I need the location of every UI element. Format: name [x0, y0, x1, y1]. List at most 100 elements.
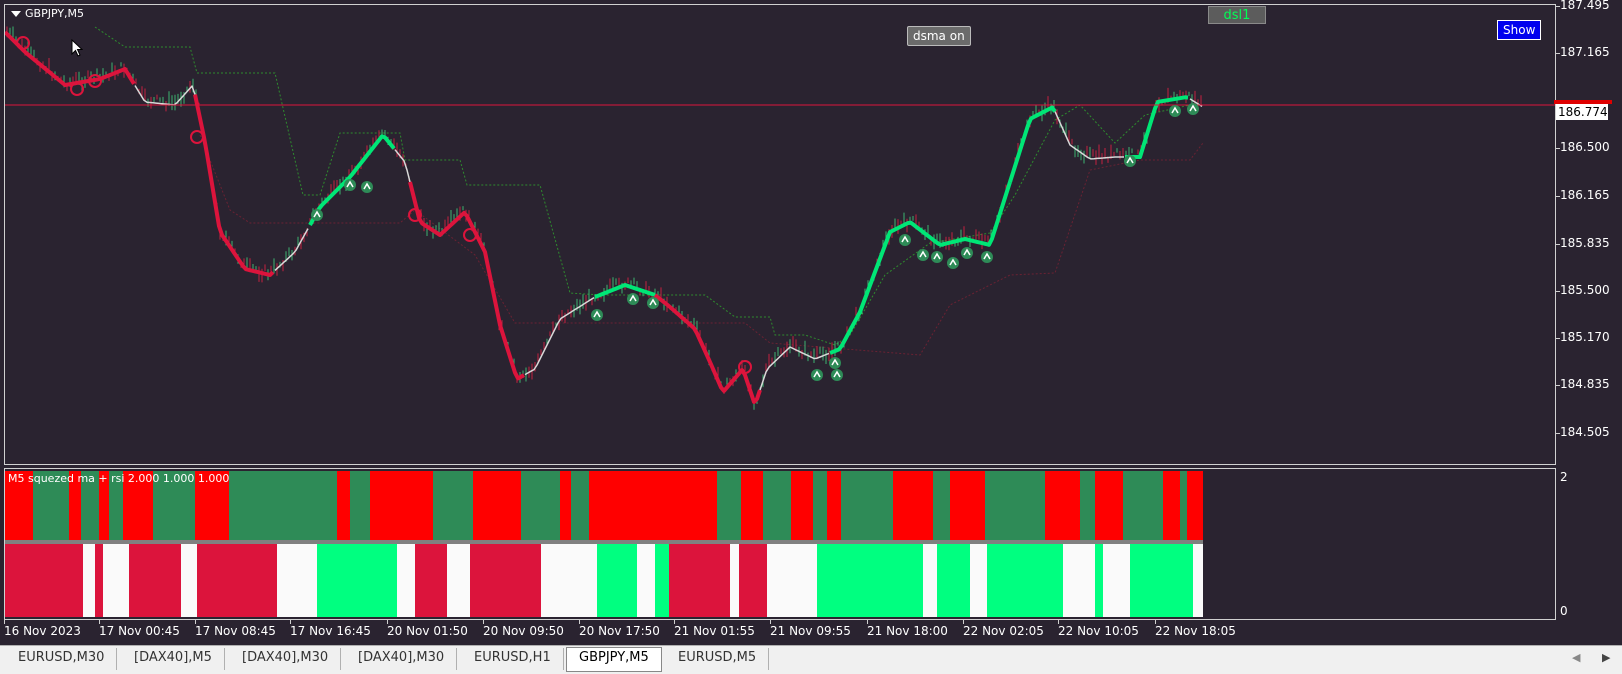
time-axis[interactable]: 16 Nov 2023 17 Nov 00:45 17 Nov 08:45 17… — [0, 620, 1622, 645]
tab-gbpjpy-m5[interactable]: GBPJPY,M5 — [566, 647, 662, 672]
dsma-toggle-button[interactable]: dsma on — [907, 26, 971, 46]
price-label: 187.495 — [1560, 0, 1610, 12]
trend-line — [829, 181, 1012, 355]
trend-block-upper — [985, 471, 1045, 540]
tab-eurusd-m5[interactable]: EURUSD,M5 — [666, 648, 770, 670]
trend-block-upper — [827, 471, 841, 540]
price-label: 186.165 — [1560, 188, 1610, 202]
price-scale[interactable]: 187.495 187.165 186.500 186.165 185.835 … — [1556, 0, 1622, 620]
time-label: 17 Nov 08:45 — [195, 624, 276, 638]
trend-block-lower — [1130, 544, 1193, 617]
symbol-title[interactable]: GBPJPY,M5 — [11, 7, 84, 20]
buy-signal-icon — [831, 369, 843, 381]
price-chart[interactable] — [5, 5, 1556, 465]
time-tick — [483, 620, 484, 624]
trend-block-upper — [153, 471, 195, 540]
trend-block-upper — [1187, 471, 1203, 540]
trend-block-upper — [571, 471, 589, 540]
tab-dax40-m5[interactable]: [DAX40],M5 — [122, 648, 225, 670]
dsl-button[interactable]: dsl1 — [1208, 6, 1266, 24]
buy-signal-icon — [829, 357, 841, 369]
trend-block-upper — [123, 471, 153, 540]
time-label: 20 Nov 09:50 — [483, 624, 564, 638]
trend-line — [5, 30, 136, 87]
trend-block-upper — [950, 471, 985, 540]
time-tick — [387, 620, 388, 624]
time-tick — [99, 620, 100, 624]
tab-eurusd-h1[interactable]: EURUSD,H1 — [462, 648, 564, 670]
time-label: 20 Nov 17:50 — [579, 624, 660, 638]
time-tick — [963, 620, 964, 624]
buy-arrow-icon — [833, 370, 841, 378]
buy-signal-icon — [361, 181, 373, 193]
trend-block-lower — [739, 544, 767, 617]
time-label: 22 Nov 10:05 — [1058, 624, 1139, 638]
trend-block-lower — [397, 544, 415, 617]
trend-line — [1054, 111, 1124, 160]
trend-block-upper — [521, 471, 560, 540]
chart-tab-bar: EURUSD,M30 [DAX40],M5 [DAX40],M30 [DAX40… — [0, 645, 1622, 674]
triangle-down-icon[interactable] — [11, 10, 21, 17]
trend-block-lower — [103, 544, 129, 617]
trend-block-lower — [470, 544, 541, 617]
trend-line — [408, 181, 525, 381]
time-label: 21 Nov 09:55 — [770, 624, 851, 638]
tab-dax40-m30-2[interactable]: [DAX40],M30 — [346, 648, 458, 670]
buy-signal-icon — [947, 257, 959, 269]
chevron-left-icon[interactable]: ◀ — [1572, 651, 1581, 664]
price-tick — [1556, 338, 1560, 339]
buy-arrow-icon — [963, 248, 971, 256]
trend-block-lower — [1095, 544, 1103, 617]
trend-block-lower — [5, 544, 83, 617]
buy-arrow-icon — [649, 298, 657, 306]
indicator-panel[interactable]: M5 squezed ma + rsi 2.000 1.000 1.000 — [4, 468, 1556, 620]
trend-block-upper — [350, 471, 370, 540]
price-label: 187.165 — [1560, 45, 1610, 59]
chart-window[interactable]: GBPJPY,M5 dsma on dsl1 Show M5 squezed m… — [0, 0, 1622, 645]
main-price-panel[interactable]: GBPJPY,M5 dsma on dsl1 Show — [4, 4, 1556, 465]
time-label: 20 Nov 01:50 — [387, 624, 468, 638]
time-tick — [867, 620, 868, 624]
trend-block-upper — [667, 471, 717, 540]
trend-block-lower — [970, 544, 987, 617]
trend-line — [308, 134, 396, 226]
buy-arrow-icon — [983, 252, 991, 260]
indicator-chart[interactable] — [5, 469, 1556, 620]
trend-line — [274, 228, 309, 271]
buy-arrow-icon — [949, 258, 957, 266]
chevron-right-icon[interactable]: ▶ — [1602, 651, 1611, 664]
price-tick — [1556, 244, 1560, 245]
trend-line — [594, 283, 656, 299]
buy-signal-icon — [1187, 103, 1199, 115]
price-tick — [1556, 385, 1560, 386]
trend-block-upper — [717, 471, 741, 540]
trend-block-upper — [1095, 471, 1123, 540]
symbol-title-text: GBPJPY,M5 — [25, 7, 85, 20]
buy-arrow-icon — [831, 358, 839, 366]
time-tick — [674, 620, 675, 624]
trend-block-lower — [817, 544, 841, 617]
indicator-scale-label: 2 — [1560, 470, 1568, 484]
buy-signal-icon — [981, 251, 993, 263]
sell-signal-icon — [70, 82, 84, 96]
trend-block-upper — [195, 471, 229, 540]
trend-block-lower — [1063, 544, 1095, 617]
trend-block-upper — [229, 471, 275, 540]
tab-eurusd-m30[interactable]: EURUSD,M30 — [6, 648, 118, 670]
trend-block-lower — [95, 544, 103, 617]
indicator-scale-label: 0 — [1560, 604, 1568, 618]
trend-block-lower — [447, 544, 470, 617]
time-label: 22 Nov 18:05 — [1155, 624, 1236, 638]
tab-dax40-m30[interactable]: [DAX40],M30 — [230, 648, 342, 670]
trend-block-upper — [1123, 471, 1163, 540]
trend-block-upper — [337, 471, 350, 540]
trend-block-upper — [109, 471, 123, 540]
trend-line — [524, 296, 595, 376]
trend-block-lower — [937, 544, 970, 617]
trend-block-upper — [841, 471, 893, 540]
time-label: 21 Nov 01:55 — [674, 624, 755, 638]
trend-block-lower — [841, 544, 923, 617]
show-button[interactable]: Show — [1497, 20, 1542, 40]
trend-line — [193, 94, 275, 277]
time-label: 17 Nov 16:45 — [290, 624, 371, 638]
